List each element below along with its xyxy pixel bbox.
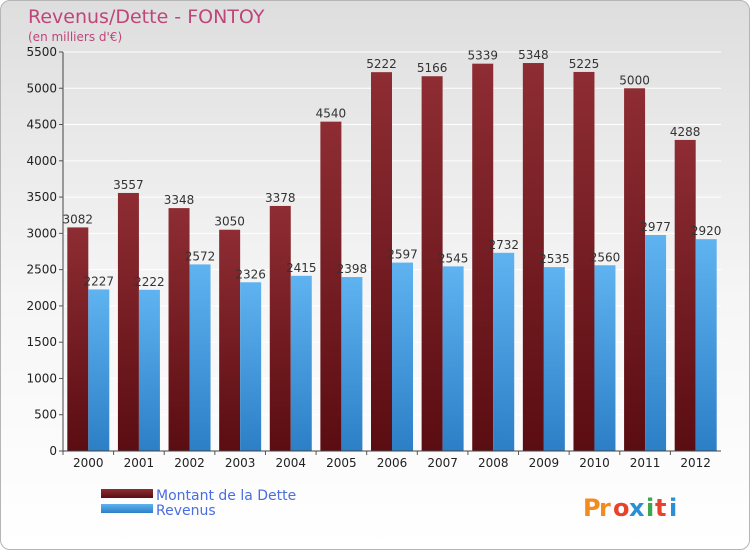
value-label: 2572 — [185, 249, 216, 263]
logo-letter: i — [669, 494, 677, 522]
value-label: 2597 — [387, 248, 418, 262]
y-tick-label: 0 — [49, 444, 57, 458]
revenus-bar — [341, 277, 363, 451]
revenus-bar — [240, 282, 262, 451]
x-tick-label: 2010 — [579, 456, 610, 470]
value-label: 2977 — [640, 220, 671, 234]
logo-letter: t — [655, 494, 666, 522]
value-label: 2222 — [134, 275, 165, 289]
axes — [62, 52, 721, 452]
value-label: 3557 — [113, 178, 144, 192]
chart-title: Revenus/Dette - FONTOY — [28, 6, 265, 28]
value-label: 2560 — [590, 250, 621, 264]
logo-letter: P — [583, 494, 601, 522]
value-label: 2545 — [438, 251, 469, 265]
value-label: 3378 — [265, 191, 296, 205]
x-tick-label: 2008 — [478, 456, 509, 470]
revenus-bar — [594, 265, 616, 451]
logo-letter: r — [599, 494, 611, 522]
y-tick-label: 4000 — [26, 154, 57, 168]
debt-bar — [624, 88, 646, 451]
legend-swatch-debt — [101, 489, 153, 498]
revenus-bar — [493, 252, 515, 451]
y-tick-label: 2500 — [26, 263, 57, 277]
x-tick-label: 2011 — [630, 456, 661, 470]
logo-letter: x — [629, 494, 645, 522]
x-tick-label: 2004 — [275, 456, 306, 470]
revenus-bar — [645, 235, 667, 451]
value-label: 2920 — [691, 224, 722, 238]
x-tick-label: 2000 — [73, 456, 104, 470]
value-label: 3348 — [164, 193, 195, 207]
value-label: 5348 — [518, 48, 549, 62]
debt-bar — [421, 76, 443, 452]
value-label: 3050 — [214, 215, 245, 229]
legend-label-revenus: Revenus — [156, 503, 216, 519]
debt-bar — [320, 121, 342, 451]
y-tick-label: 2000 — [26, 299, 57, 313]
x-tick-label: 2007 — [427, 456, 458, 470]
debt-bar — [472, 63, 494, 452]
value-label: 2415 — [286, 261, 317, 275]
revenus-bar — [695, 239, 717, 451]
x-tick-label: 2012 — [680, 456, 711, 470]
bars — [67, 63, 717, 452]
x-tick-label: 2006 — [377, 456, 408, 470]
y-tick-label: 5500 — [26, 45, 57, 59]
debt-bar — [67, 227, 89, 451]
chart-subtitle: (en milliers d'€) — [28, 30, 122, 44]
value-labels: 3082 2227 3557 2222 3348 2572 3050 2326 3378 2415… — [63, 48, 722, 289]
debt-bar — [522, 63, 544, 451]
revenus-bar — [392, 262, 413, 451]
y-tick-label: 5000 — [26, 81, 57, 95]
value-label: 2535 — [539, 252, 570, 266]
debt-bar — [168, 208, 190, 451]
value-label: 2227 — [84, 274, 115, 288]
revenus-bar — [290, 275, 312, 451]
debt-bar — [117, 192, 139, 451]
x-tick-label: 2002 — [174, 456, 205, 470]
value-label: 2398 — [337, 262, 368, 276]
value-label: 4540 — [316, 107, 347, 121]
x-tick-label: 2001 — [124, 456, 155, 470]
revenus-bar — [442, 266, 464, 451]
value-label: 5225 — [569, 57, 600, 71]
y-tick-label: 1000 — [26, 371, 57, 385]
y-tick-label: 3000 — [26, 226, 57, 240]
debt-bar — [219, 229, 241, 451]
legend-label-debt: Montant de la Dette — [156, 488, 296, 504]
logo-letter: o — [613, 494, 630, 522]
value-label: 5339 — [467, 49, 498, 63]
revenus-bar — [88, 289, 110, 451]
value-label: 5222 — [366, 57, 397, 71]
value-label: 5166 — [417, 61, 448, 75]
logo-letter: i — [646, 494, 654, 522]
debt-bar — [674, 139, 696, 451]
debt-bar — [573, 71, 595, 451]
x-axis-ticks: 2000 2001 2002 2003 2004 2005 2006 2007 2008 2009… — [62, 451, 711, 470]
revenus-bar — [138, 289, 160, 451]
value-label: 2732 — [488, 238, 519, 252]
value-label: 5000 — [619, 73, 650, 87]
legend-swatch-revenus — [101, 504, 153, 513]
y-tick-label: 500 — [34, 408, 57, 422]
y-tick-label: 3500 — [26, 190, 57, 204]
x-tick-label: 2005 — [326, 456, 357, 470]
debt-bar — [371, 72, 392, 451]
y-tick-label: 1500 — [26, 335, 57, 349]
y-tick-label: 4500 — [26, 118, 57, 132]
y-axis-ticks: 0 500 1000 1500 2000 2500 3000 3500 4000 4500 5000… — [26, 45, 63, 458]
proxiti-logo: P r o x i t i — [583, 494, 677, 522]
x-tick-label: 2009 — [529, 456, 560, 470]
debt-bar — [269, 205, 291, 451]
revenus-bar — [543, 267, 565, 451]
x-tick-label: 2003 — [225, 456, 256, 470]
value-label: 3082 — [63, 212, 94, 226]
revenus-bar — [189, 264, 211, 451]
value-label: 2326 — [235, 267, 266, 281]
value-label: 4288 — [670, 125, 701, 139]
